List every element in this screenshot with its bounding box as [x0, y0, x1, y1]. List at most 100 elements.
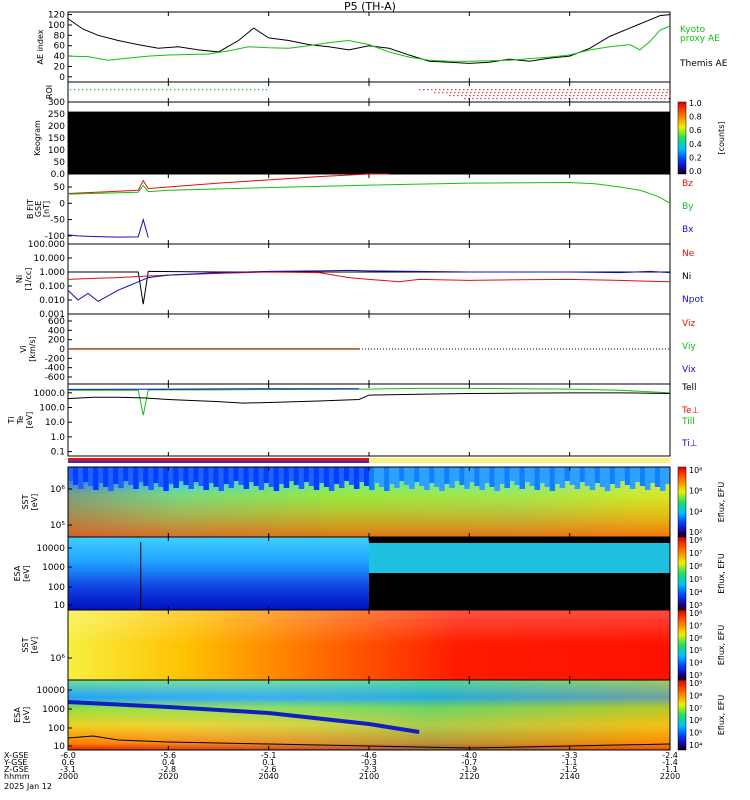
roi-dot [134, 89, 136, 91]
roi-dot [568, 98, 570, 100]
roi-dot [637, 95, 639, 97]
ni-y-tick: 0.100 [39, 282, 65, 292]
sst-top-band [328, 467, 335, 491]
colorbar-tick: 10⁴ [689, 741, 702, 750]
bfit-y-tick: 50 [54, 183, 66, 193]
roi-dot [439, 89, 441, 91]
sst-top-band [233, 467, 240, 481]
roi-dot [562, 92, 564, 94]
sst-top-band [659, 467, 666, 491]
colorbar-tick: 10⁸ [689, 609, 702, 618]
roi-dot [553, 95, 555, 97]
sst-top-band [474, 467, 480, 486]
sst-top-band [429, 467, 435, 483]
sst-top-band [208, 467, 214, 483]
roi-dot [551, 89, 553, 91]
roi-dot [541, 95, 543, 97]
x-tick-label: -2.4 [662, 751, 678, 760]
esa-bottom-potential [67, 735, 671, 749]
sst-top-band [514, 467, 520, 485]
sst-top-band [404, 467, 410, 485]
ae-y-tick: 80 [54, 31, 66, 41]
legend-kyoto: Kyoto [680, 25, 706, 35]
x-tick-label: -4.0 [462, 751, 478, 760]
roi-dot [664, 98, 666, 100]
roi-dot [645, 95, 647, 97]
roi-dot [483, 89, 485, 91]
roi-dot [114, 89, 116, 91]
roi-dot [226, 89, 228, 91]
roi-dot [636, 98, 638, 100]
sst-top-band [108, 467, 114, 491]
roi-dot [446, 92, 448, 94]
roi-dot [186, 89, 188, 91]
roi-dot [512, 98, 514, 100]
roi-dot [598, 92, 600, 94]
roi-dot [660, 98, 662, 100]
sst-top-band [308, 467, 315, 486]
roi-dot [450, 92, 452, 94]
roi-dot [442, 92, 444, 94]
x-tick-label: -5.1 [261, 751, 277, 760]
series-bx [67, 217, 149, 238]
legend-t-1: Te⊥ [681, 406, 700, 416]
roi-dot [554, 92, 556, 94]
sst-top-band [283, 467, 290, 488]
roi-dot [593, 95, 595, 97]
sst-top-band [198, 467, 204, 486]
keogram-y-tick: 50 [54, 158, 66, 168]
ti-y-tick: 0.1 [51, 448, 65, 458]
ni-y-tick: 100.000 [28, 240, 65, 250]
roi-dot [533, 95, 535, 97]
sst-top-band [509, 467, 515, 481]
roi-dot [479, 89, 481, 91]
legend-viz: Viz [682, 319, 695, 329]
esa-bottom-band [67, 700, 420, 734]
x-row-label: X-GSE [4, 751, 29, 760]
roi-dot [641, 95, 643, 97]
colorbar-tick: 10³ [689, 601, 702, 610]
vi-y-tick: 600 [48, 317, 65, 327]
roi-dot [627, 89, 629, 91]
keogram-image [68, 111, 670, 174]
roi-dot [474, 92, 476, 94]
sst-top-band [68, 467, 74, 481]
roi-dot [546, 92, 548, 94]
roi-dot [667, 89, 669, 91]
sst-top-band [424, 467, 430, 490]
roi-dot [646, 92, 648, 94]
ni-ylabel: Ni [15, 275, 24, 283]
roi-dot [493, 95, 495, 97]
ni-y-tick: 10.000 [34, 254, 66, 264]
roi-dot [202, 89, 204, 91]
colorbar-tick: 10⁴ [689, 507, 702, 516]
roi-dot [613, 95, 615, 97]
legend-ne: Ne [682, 249, 695, 259]
roi-dot [510, 92, 512, 94]
roi-ylabel: ROI [45, 85, 54, 99]
roi-dot [480, 98, 482, 100]
roi-dot [588, 98, 590, 100]
sst-top-band [484, 467, 490, 483]
sst-top-band [469, 467, 475, 482]
roi-dot [142, 89, 144, 91]
sst_eflux_bottom-colorbar-label: Eflux, EFU [717, 625, 726, 666]
keogram-colorbar [677, 101, 687, 175]
colorbar-tick: 0.2 [689, 153, 702, 162]
colorbar-tick: 10⁵ [689, 575, 702, 584]
roi-dot [531, 89, 533, 91]
roi-dot [262, 89, 264, 91]
legend-vix: Vix [682, 365, 696, 375]
roi-dot [604, 98, 606, 100]
roi-dot [162, 89, 164, 91]
vi-ylabel: Vi [19, 345, 28, 353]
sst_eflux_top-colorbar [677, 466, 687, 538]
roi-dot [594, 92, 596, 94]
sst-top-band [113, 467, 119, 484]
roi-dot [214, 89, 216, 91]
roi-dot [642, 92, 644, 94]
sst-top-band [389, 467, 395, 484]
roi-dot [626, 92, 628, 94]
bfit-ylabel2: GSE [34, 201, 43, 217]
sst-top-band [419, 467, 425, 486]
